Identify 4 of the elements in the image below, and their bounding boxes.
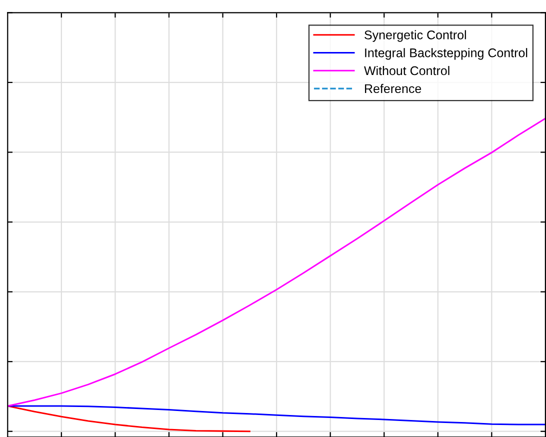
legend-label: Reference: [365, 84, 422, 94]
legend-label: Integral Backstepping Control: [365, 48, 528, 60]
legend-label: Without Control: [364, 66, 450, 76]
legend-label: Synergetic Control: [364, 30, 466, 42]
